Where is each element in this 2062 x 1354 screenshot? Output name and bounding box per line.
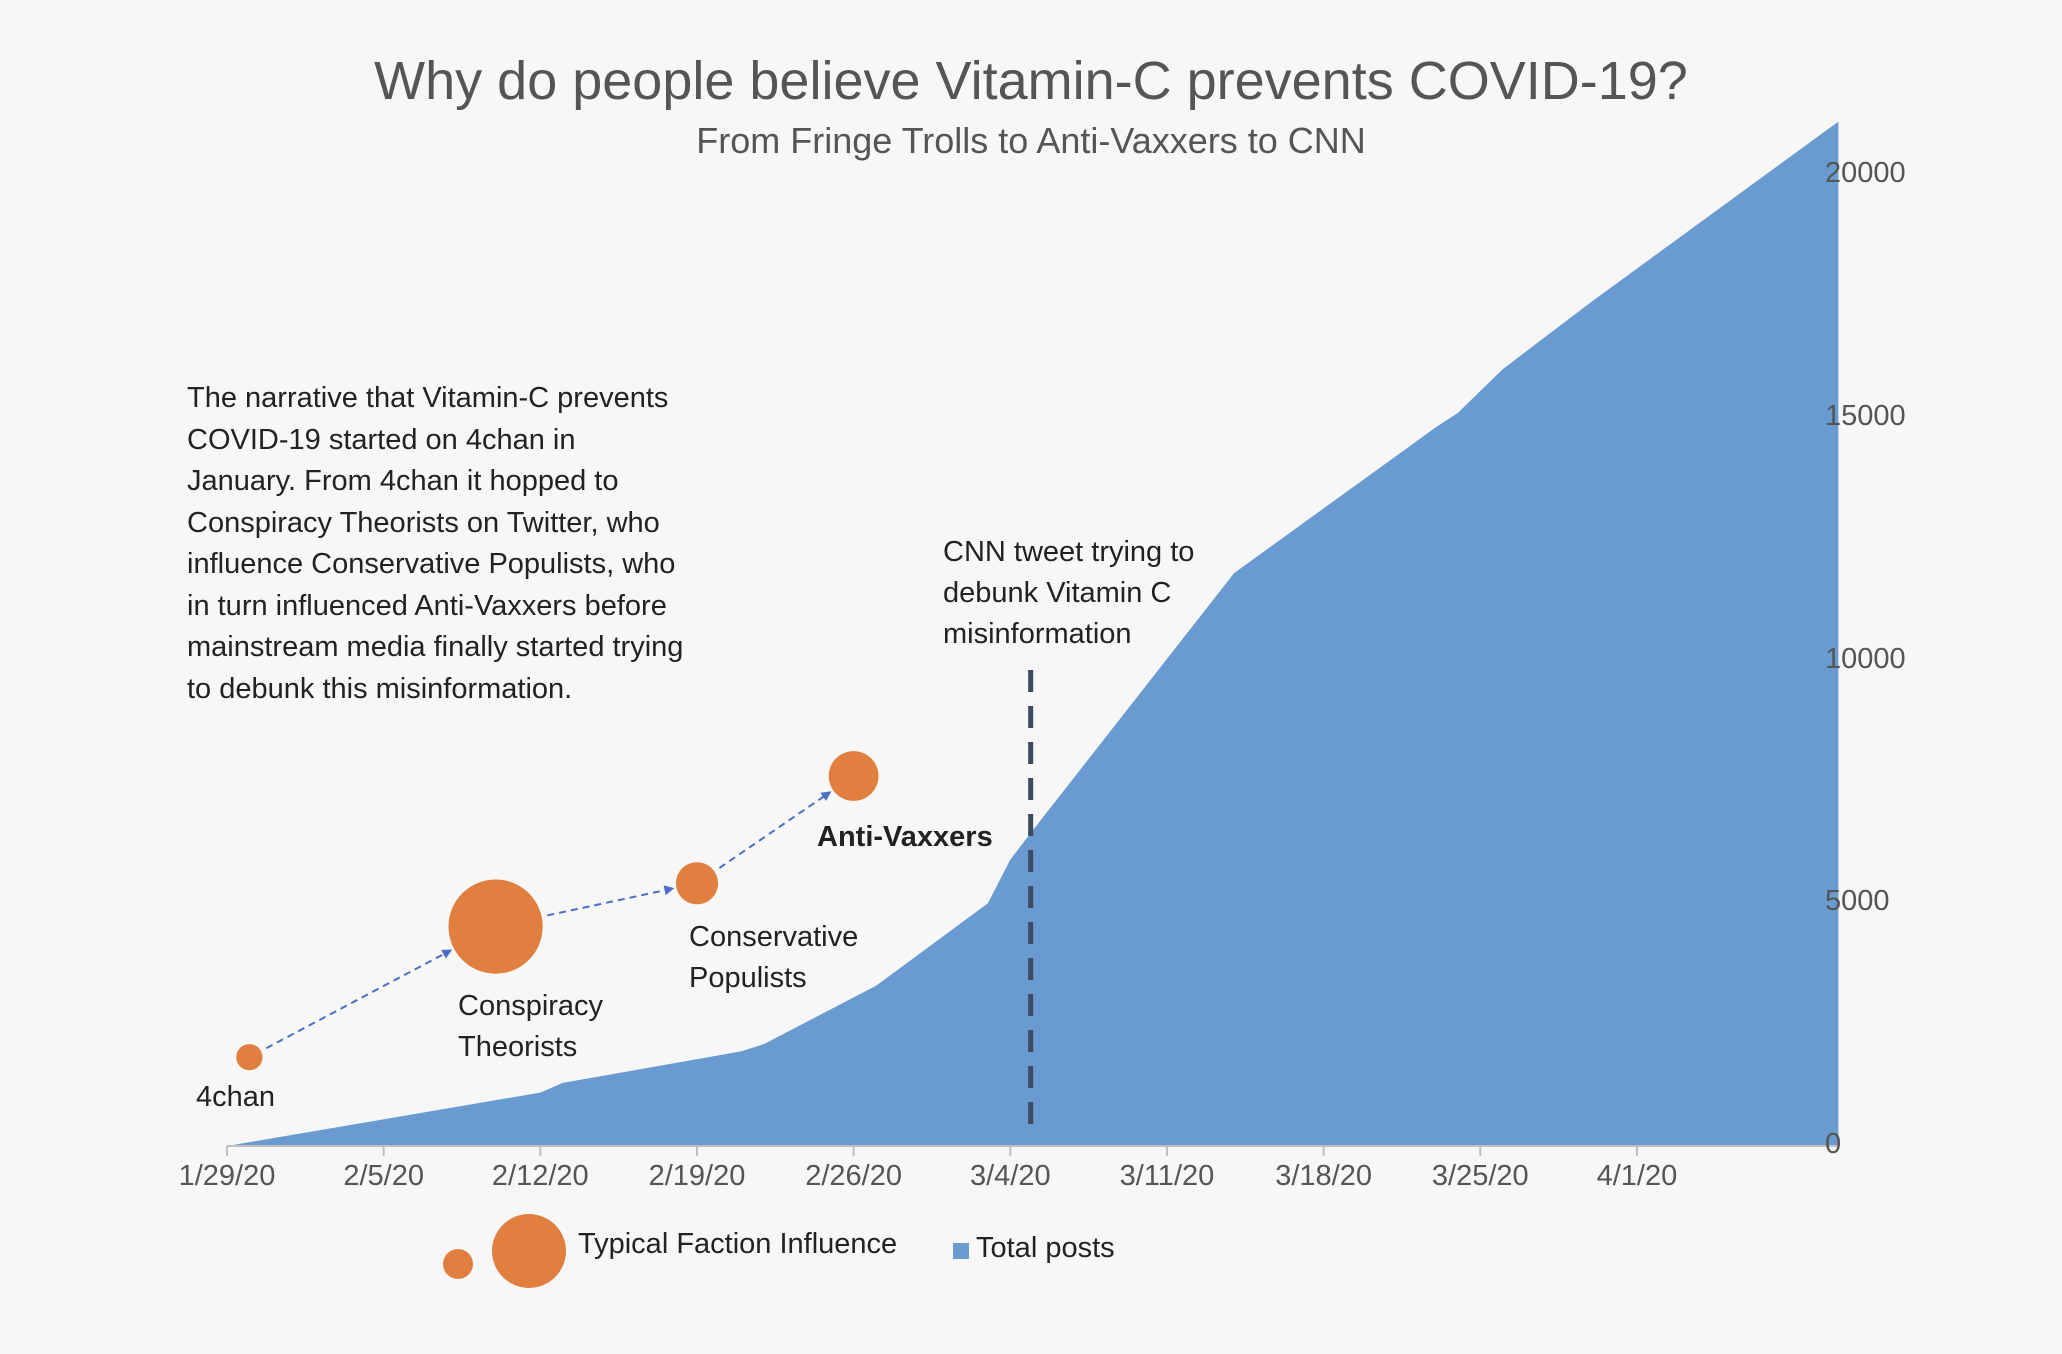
bubble-label: Conspiracy Theorists — [458, 990, 604, 1063]
x-tick-label: 2/19/20 — [648, 1160, 746, 1192]
legend-area-swatch — [953, 1243, 969, 1259]
bubble-anti-vaxxers — [828, 751, 879, 801]
y-tick-label: 0 — [1825, 1128, 1842, 1160]
x-tick-label: 2/26/20 — [805, 1160, 903, 1192]
x-tick-label: 2/5/20 — [343, 1160, 424, 1192]
bubble-label: 4chan — [196, 1081, 276, 1113]
legend-bubble-large — [492, 1214, 566, 1288]
x-tick-label: 4/1/20 — [1596, 1160, 1678, 1192]
bubble-conservative-populists — [675, 862, 719, 905]
bubble-4chan — [236, 1044, 263, 1071]
bubble-label: Anti-Vaxxers — [817, 821, 993, 853]
narrative-text: The narrative that Vitamin-C prevents CO… — [187, 382, 684, 705]
x-tick-label: 3/25/20 — [1431, 1160, 1529, 1192]
bubble-conspiracy-theorists — [448, 879, 543, 974]
y-tick-label: 15000 — [1825, 399, 1906, 432]
legend-bubble-label: Typical Faction Influence — [578, 1228, 898, 1260]
connector-arrow — [265, 949, 453, 1050]
x-tick-label: 1/29/20 — [178, 1160, 276, 1192]
connector-arrow — [718, 791, 832, 869]
chart-title: Why do people believe Vitamin-C prevents… — [374, 51, 1688, 111]
y-tick-label: 5000 — [1825, 885, 1890, 918]
x-tick-label: 3/4/20 — [969, 1160, 1051, 1192]
y-tick-label: 20000 — [1825, 157, 1906, 189]
legend-bubble-small — [443, 1249, 473, 1279]
bubble-label: Conservative Populists — [689, 921, 859, 994]
legend-area-label: Total posts — [976, 1232, 1115, 1264]
connector-arrow — [547, 885, 675, 917]
y-tick-label: 10000 — [1825, 642, 1906, 675]
area-series-total-posts — [227, 121, 1839, 1147]
chart-subtitle: From Fringe Trolls to Anti-Vaxxers to CN… — [696, 120, 1366, 161]
event-annotation: CNN tweet trying to debunk Vitamin C mis… — [943, 536, 1195, 650]
x-tick-label: 3/11/20 — [1119, 1160, 1215, 1192]
x-tick-label: 2/12/20 — [491, 1160, 589, 1192]
x-tick-label: 3/18/20 — [1275, 1160, 1372, 1192]
